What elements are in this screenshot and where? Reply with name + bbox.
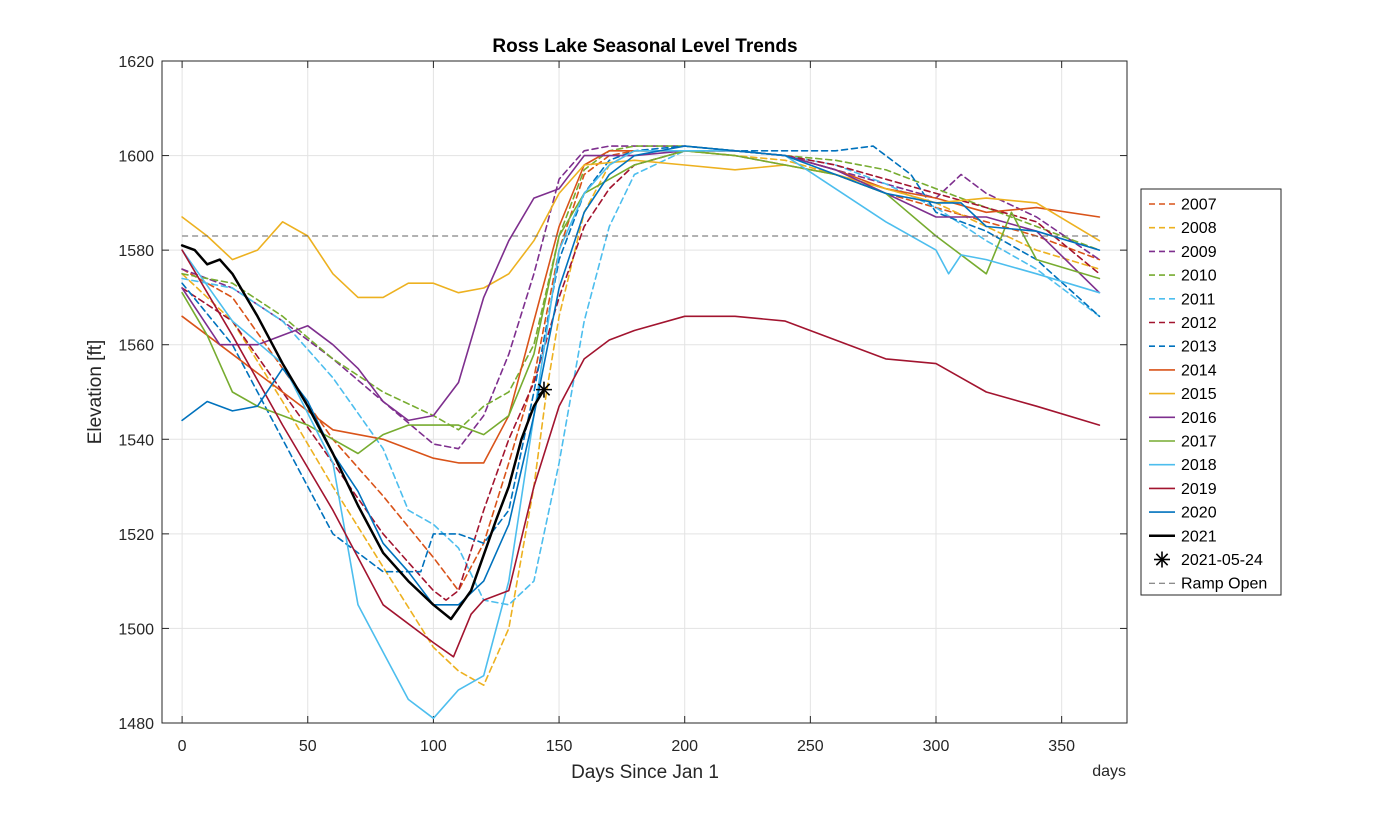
x-tick-label: 50 xyxy=(299,738,317,755)
legend-label: 2017 xyxy=(1181,434,1217,451)
legend-label: Ramp Open xyxy=(1181,576,1267,593)
legend-label: 2021-05-24 xyxy=(1181,552,1263,569)
legend-label: 2013 xyxy=(1181,339,1217,356)
legend-marker-swatch xyxy=(1154,551,1170,568)
series-line-2011 xyxy=(181,150,1101,606)
legend-label: 2018 xyxy=(1181,457,1217,474)
legend-item: Ramp Open xyxy=(1149,576,1267,593)
y-tick-label: 1600 xyxy=(118,149,154,166)
x-tick-label: 250 xyxy=(797,738,824,755)
legend-item: 2018 xyxy=(1149,457,1217,474)
legend-item: 2021-05-24 xyxy=(1154,551,1263,569)
legend-item: 2016 xyxy=(1149,410,1217,427)
legend-item: 2015 xyxy=(1149,386,1217,403)
legend-item: 2021 xyxy=(1149,528,1217,545)
x-tick-label: 350 xyxy=(1048,738,1075,755)
legend-label: 2009 xyxy=(1181,244,1217,261)
y-tick-label: 1520 xyxy=(118,527,154,544)
legend-item: 2010 xyxy=(1149,268,1217,285)
y-tick-label: 1580 xyxy=(118,243,154,260)
series-line-2016 xyxy=(181,150,1101,422)
legend-item: 2008 xyxy=(1149,220,1217,237)
legend-label: 2014 xyxy=(1181,362,1217,379)
x-tick-labels: 0 50 100 150 200 250 300 350 xyxy=(178,738,1075,755)
x-unit-label: days xyxy=(1092,763,1126,780)
y-tick-label: 1480 xyxy=(118,716,154,733)
legend-label: 2007 xyxy=(1181,197,1217,214)
legend-item: 2014 xyxy=(1149,362,1217,379)
y-tick-label: 1620 xyxy=(118,54,154,71)
legend-item: 2013 xyxy=(1149,339,1217,356)
plot-frame xyxy=(161,60,1128,724)
series-line-2010 xyxy=(181,145,1101,431)
series-line-2021 xyxy=(180,244,546,621)
x-tick-label: 0 xyxy=(178,738,187,755)
x-tick-label: 150 xyxy=(546,738,573,755)
legend-label: 2016 xyxy=(1181,410,1217,427)
legend-item: 2009 xyxy=(1149,244,1217,261)
x-axis-label: Days Since Jan 1 xyxy=(571,762,719,783)
x-tick-label: 100 xyxy=(420,738,447,755)
marker-layer xyxy=(535,381,552,398)
series-line-2012 xyxy=(181,150,1101,601)
legend-label: 2015 xyxy=(1181,386,1217,403)
y-tick-label: 1500 xyxy=(118,621,154,638)
series-line-2007 xyxy=(181,150,1101,592)
legend-item: 2019 xyxy=(1149,481,1217,498)
legend-label: 2010 xyxy=(1181,268,1217,285)
y-tick-label: 1560 xyxy=(118,338,154,355)
legend-item: 2007 xyxy=(1149,197,1217,214)
series-line-2019 xyxy=(181,249,1101,658)
legend-item: 2017 xyxy=(1149,434,1217,451)
x-tick-label: 300 xyxy=(923,738,950,755)
legend-item: 2011 xyxy=(1149,291,1216,308)
legend-label: 2011 xyxy=(1181,291,1216,308)
marker-2021-05-24 xyxy=(535,381,552,398)
y-tick-label: 1540 xyxy=(118,432,154,449)
legend-item: 2012 xyxy=(1149,315,1217,332)
y-axis-label: Elevation [ft] xyxy=(85,340,106,445)
series-line-2017 xyxy=(181,150,1101,455)
series-layer xyxy=(180,145,1101,720)
legend-item: 2020 xyxy=(1149,505,1217,522)
y-tick-labels: 1480 1500 1520 1540 1560 1580 1600 1620 xyxy=(118,54,154,733)
series-line-2018 xyxy=(181,150,1101,720)
series-line-2008 xyxy=(181,150,1101,687)
plot-area xyxy=(162,61,1127,723)
legend-label: 2021 xyxy=(1181,528,1217,545)
legend-label: 2012 xyxy=(1181,315,1217,332)
legend: 2007 2008 2009 2010 2011 2012 2013 2014 2015 2016… xyxy=(1140,188,1282,596)
chart-title: Ross Lake Seasonal Level Trends xyxy=(492,36,797,57)
legend-label: 2020 xyxy=(1181,505,1217,522)
legend-label: 2019 xyxy=(1181,481,1217,498)
legend-box xyxy=(1140,188,1282,596)
x-tick-label: 200 xyxy=(671,738,698,755)
series-line-2015 xyxy=(181,159,1101,299)
legend-label: 2008 xyxy=(1181,220,1217,237)
